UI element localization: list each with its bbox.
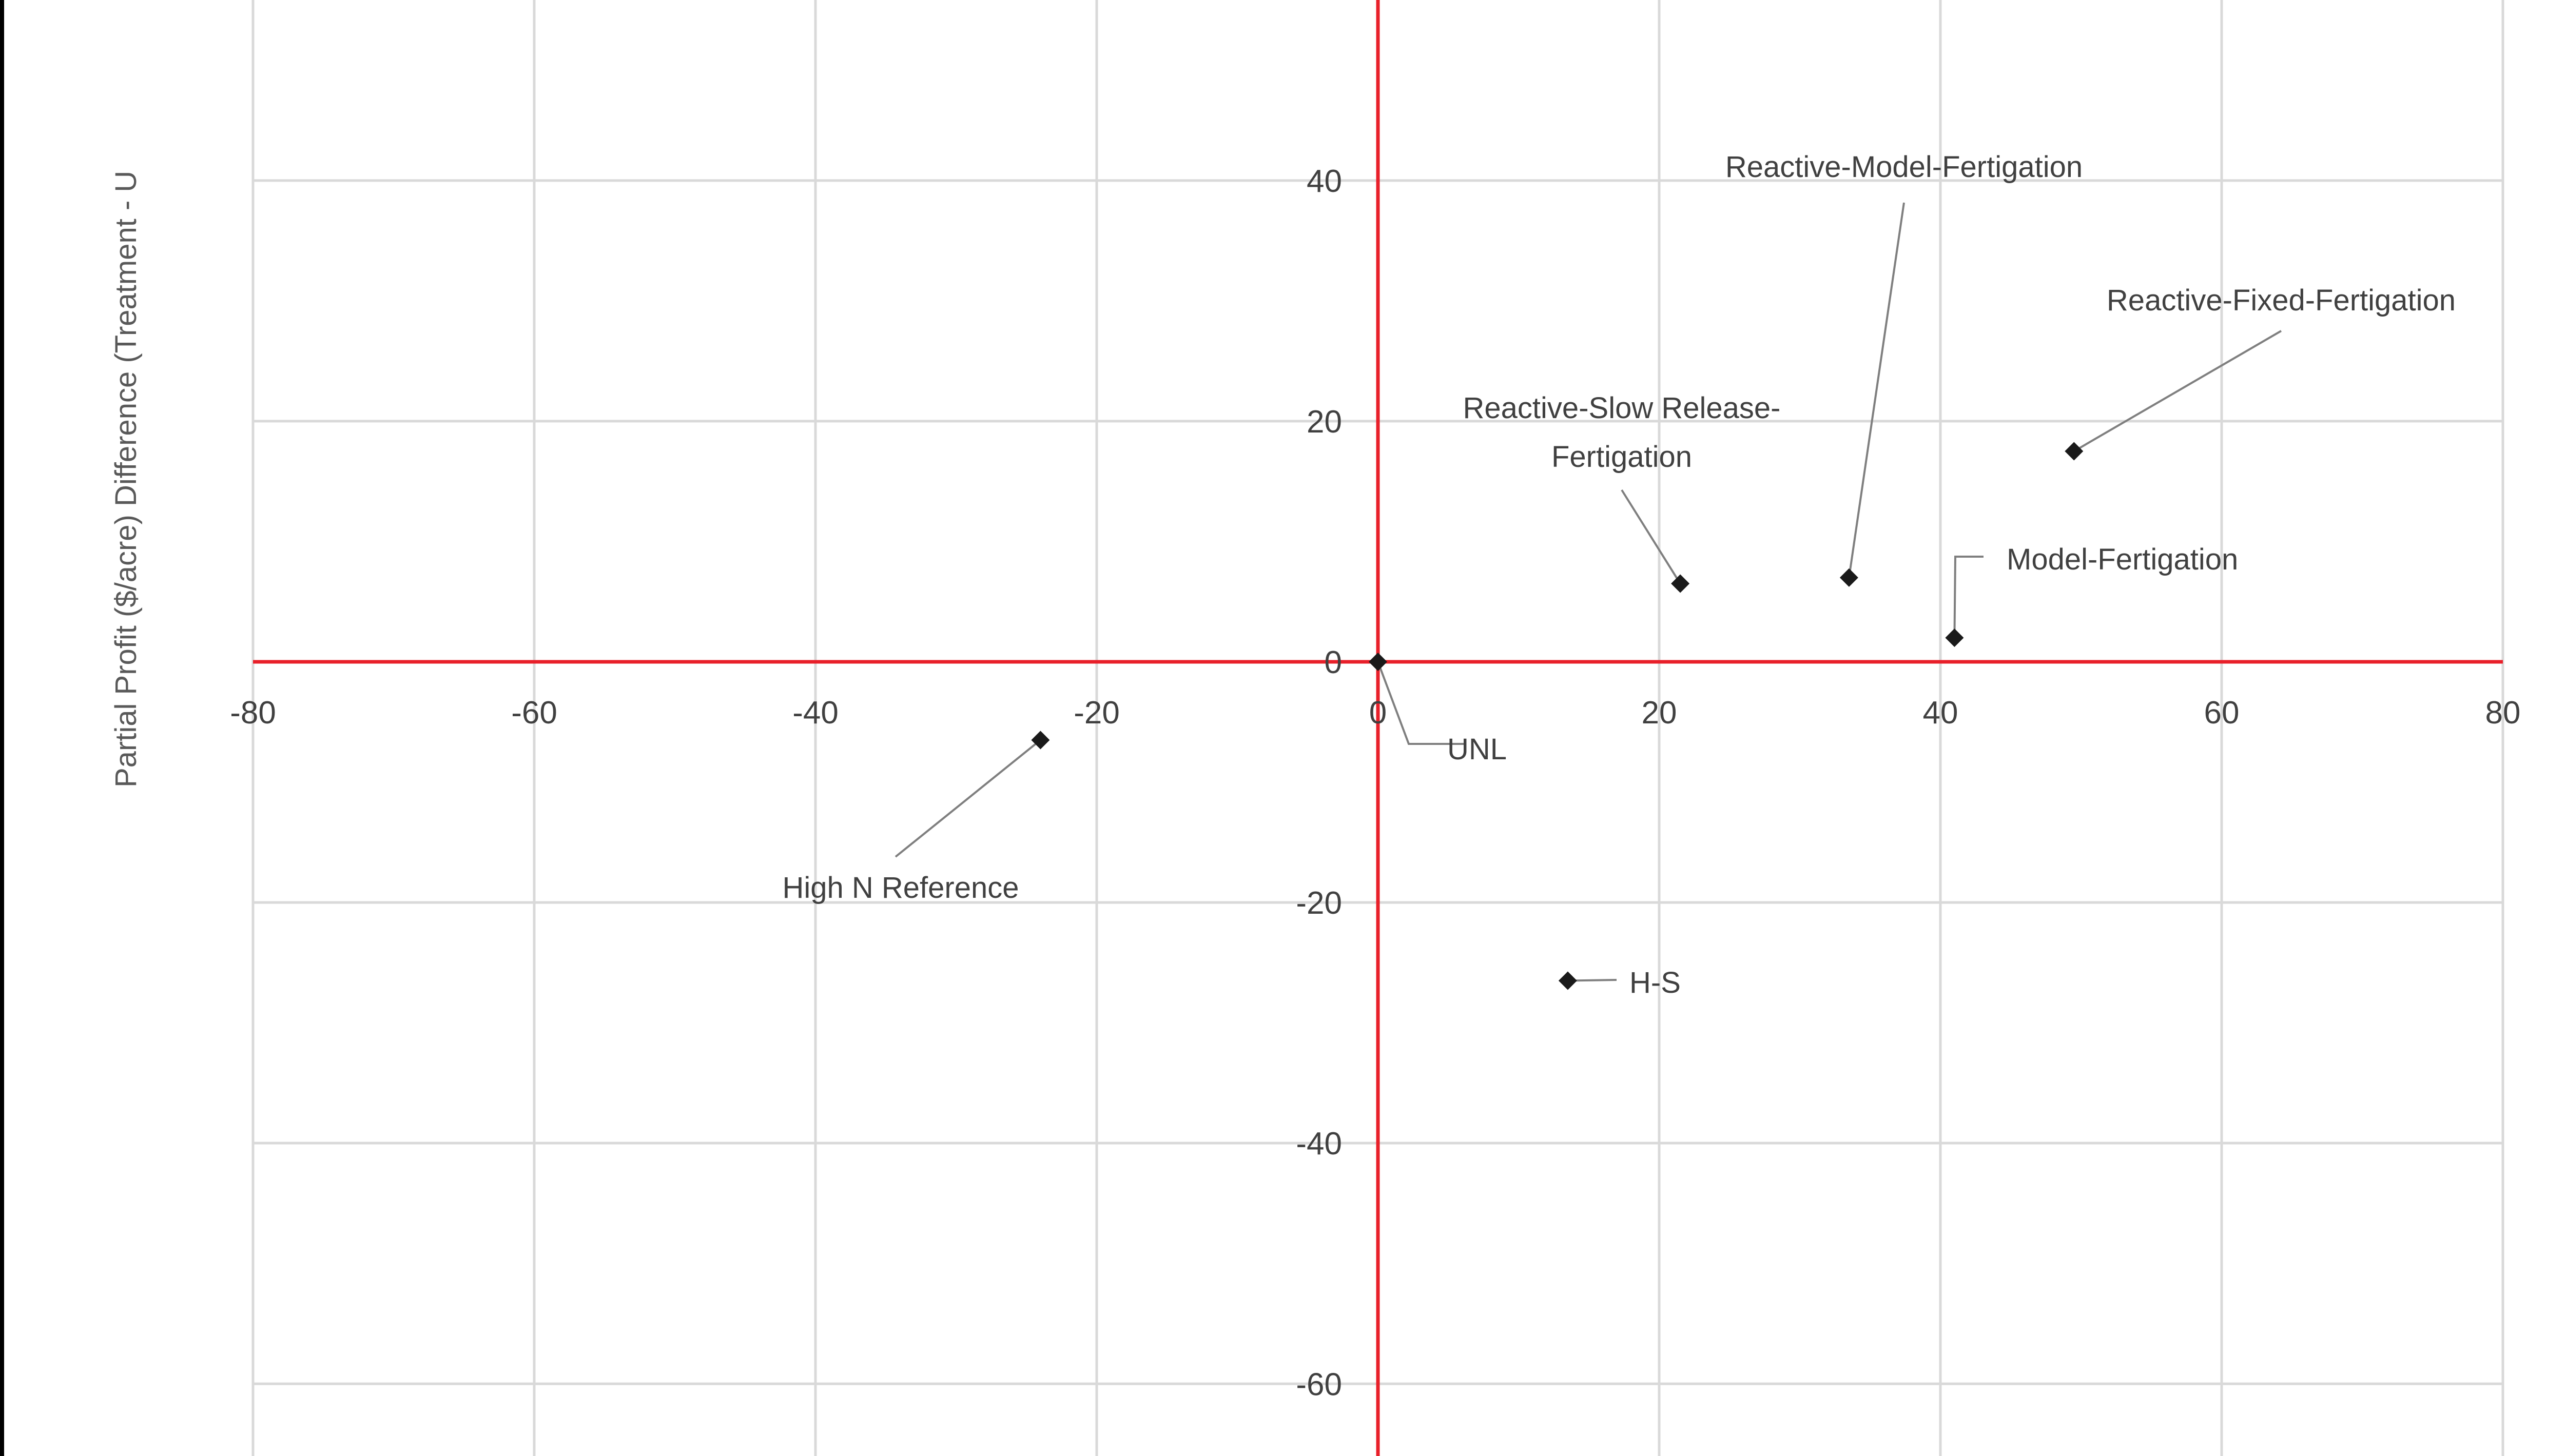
point-label: High N Reference xyxy=(783,871,1019,904)
data-points xyxy=(1031,442,2084,990)
x-tick-label: -60 xyxy=(511,695,557,731)
x-tick-label: 60 xyxy=(2204,695,2240,731)
point-label: Reactive-Fixed-Fertigation xyxy=(2107,284,2456,317)
x-tick-label: 80 xyxy=(2485,695,2521,731)
point-label: Reactive-Slow Release-FertigationReactiv… xyxy=(1463,391,1781,474)
y-axis-label: Partial Profit ($/acre) Difference (Trea… xyxy=(109,171,143,788)
leader-line xyxy=(1848,202,1905,578)
y-tick-label: 20 xyxy=(1307,404,1342,440)
point-label: H-S xyxy=(1629,966,1681,999)
data-point xyxy=(1031,731,1050,750)
x-tick-label: 40 xyxy=(1923,695,1958,731)
y-tick-label: -40 xyxy=(1296,1126,1342,1162)
y-tick-label: -20 xyxy=(1296,886,1342,921)
y-tick-label: -60 xyxy=(1296,1367,1342,1402)
data-point xyxy=(1671,574,1690,593)
data-point xyxy=(2065,442,2084,461)
leader-line xyxy=(895,739,1041,858)
leader-lines xyxy=(895,202,2282,982)
point-label: Reactive-Model-Fertigation xyxy=(1725,150,2083,184)
data-point xyxy=(1839,568,1858,587)
x-tick-label: -20 xyxy=(1074,695,1120,731)
y-tick-label: 40 xyxy=(1307,164,1342,199)
leader-line xyxy=(2073,330,2282,452)
point-label: Model-Fertigation xyxy=(2007,543,2238,576)
point-labels: UNL High N Reference H-S Reactive-Slow Rele… xyxy=(783,150,2456,999)
point-label: UNL xyxy=(1447,733,1507,766)
leader-line xyxy=(1621,489,1681,584)
x-tick-label: -40 xyxy=(792,695,839,731)
data-point xyxy=(1558,971,1577,990)
leader-line xyxy=(1953,556,1984,638)
leader-line xyxy=(1377,661,1465,745)
y-tick-label: 0 xyxy=(1325,645,1342,680)
x-tick-label: 20 xyxy=(1642,695,1677,731)
x-tick-label: 0 xyxy=(1369,695,1387,731)
data-point xyxy=(1369,653,1387,671)
chart-left-border xyxy=(0,0,4,1456)
x-tick-label: -80 xyxy=(230,695,276,731)
tick-labels: -80 -60 -40 -20 0 20 40 60 80 -60 -40 -20 0 20 40 xyxy=(230,164,2520,1402)
data-point xyxy=(1945,628,1964,647)
